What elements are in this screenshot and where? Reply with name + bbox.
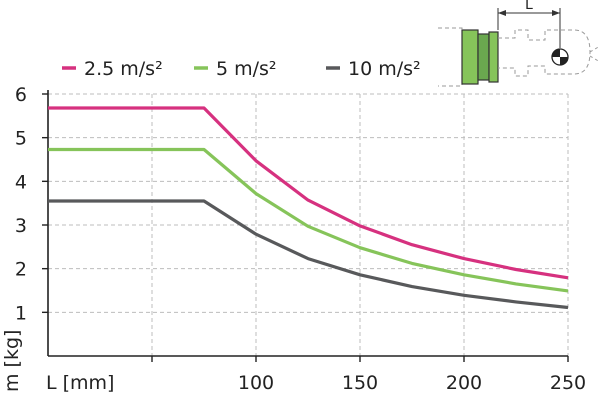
axes (42, 90, 569, 362)
gripper-diagram: L (438, 0, 600, 87)
center-of-gravity-fill (552, 49, 568, 65)
series-line (48, 106, 569, 280)
x-tick-label: 150 (342, 372, 378, 394)
series-line (48, 199, 569, 310)
gripper-finger-outline (498, 29, 591, 77)
dimension-arrow-right (552, 10, 560, 16)
legend: 2.5 m/s² 5 m/s² 10 m/s² (62, 58, 421, 80)
y-tick-label: 5 (15, 128, 27, 150)
x-tick-label: 100 (238, 372, 274, 394)
diagram-outline (438, 27, 463, 87)
x-tick-label: 200 (446, 372, 482, 394)
series-line (48, 147, 569, 293)
tick-labels: 1 2 3 4 5 6 100 150 200 250 (15, 84, 586, 394)
arm-extension (589, 45, 600, 63)
y-tick-label: 6 (15, 84, 27, 106)
legend-label: 5 m/s² (216, 58, 277, 80)
legend-label: 2.5 m/s² (84, 58, 163, 80)
y-tick-label: 4 (15, 171, 27, 193)
y-axis-label: m [kg] (1, 330, 23, 392)
gripper-body-right (488, 31, 499, 83)
series-lines (48, 106, 569, 310)
y-tick-label: 3 (15, 215, 27, 237)
gripper-body-left (461, 29, 479, 85)
x-tick-label: 250 (550, 372, 586, 394)
dimension-arrow-left (498, 10, 506, 16)
gripper-body-center (477, 33, 490, 81)
dimension-label: L (525, 0, 533, 13)
legend-label: 10 m/s² (348, 58, 421, 80)
x-axis-label: L [mm] (46, 372, 114, 394)
y-tick-label: 1 (15, 302, 27, 324)
y-tick-label: 2 (15, 259, 27, 281)
